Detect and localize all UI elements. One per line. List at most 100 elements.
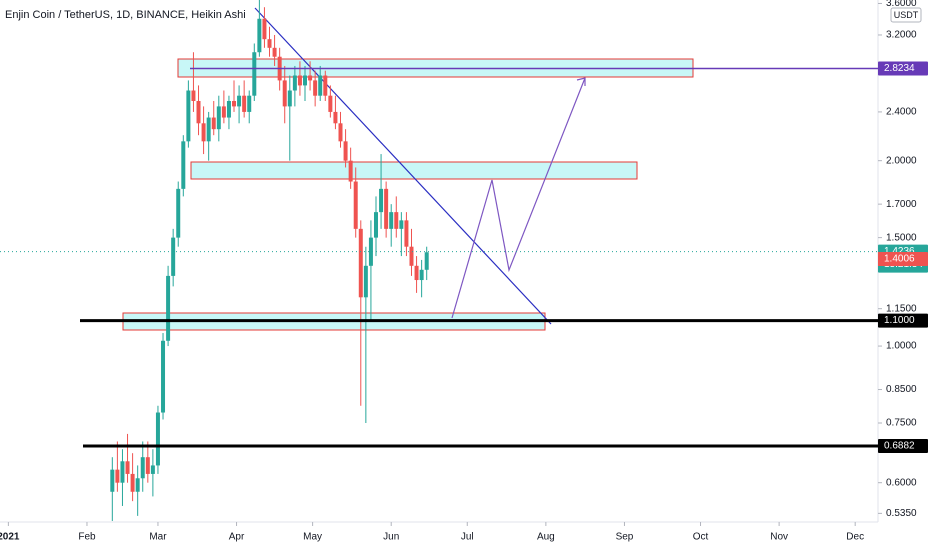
zone	[190, 161, 638, 180]
candle-body	[110, 469, 115, 492]
x-tick-label: Dec	[846, 532, 864, 543]
y-tick-label: 0.5350	[886, 508, 917, 519]
candle-body	[404, 220, 409, 247]
candle-body	[155, 412, 160, 466]
y-tick-label: 3.2000	[886, 30, 917, 41]
candle-body	[297, 75, 302, 86]
candle-body	[333, 111, 338, 124]
candle-body	[135, 478, 140, 492]
candle-body	[242, 95, 247, 112]
candle-body	[201, 123, 206, 142]
candle-body	[389, 212, 394, 229]
y-tick-label: 1.5000	[886, 232, 917, 243]
level-label-box	[878, 313, 928, 328]
candle-body	[409, 246, 414, 266]
arrow-head	[576, 77, 586, 86]
y-tick-label: 2.0000	[886, 155, 917, 166]
level-label: 0.6882	[884, 441, 915, 452]
candle-body	[384, 188, 389, 229]
candle-body	[379, 188, 384, 213]
currency-label: USDT	[894, 10, 919, 20]
candle-body	[353, 181, 358, 229]
y-tick-label: 1.7000	[886, 199, 917, 210]
bid-price-label: 1.4006	[884, 254, 915, 265]
candle-body	[247, 95, 252, 112]
candle-body	[176, 188, 181, 238]
y-tick-label: 0.7500	[886, 418, 917, 429]
candle-body	[318, 75, 323, 96]
candle-body	[272, 47, 277, 57]
candle-body	[140, 457, 145, 479]
candle-body	[115, 469, 120, 483]
level-label: 1.1000	[884, 315, 915, 326]
y-tick-label: 0.8500	[886, 384, 917, 395]
x-tick-label: Feb	[78, 532, 96, 543]
candle-body	[419, 269, 424, 281]
x-tick-label: Oct	[693, 532, 709, 543]
level-label-box	[878, 439, 928, 454]
candle-body	[323, 75, 328, 96]
x-tick-label: Aug	[537, 532, 555, 543]
candle-body	[313, 80, 318, 96]
candle-body	[308, 75, 313, 81]
candle-body	[262, 18, 267, 40]
candle-body	[338, 123, 343, 142]
y-tick-label: 2.4000	[886, 107, 917, 118]
candle-body	[399, 220, 404, 229]
y-tick-label: 1.1500	[886, 303, 917, 314]
candle-body	[125, 461, 130, 474]
candle-body	[171, 237, 176, 276]
candle-body	[394, 212, 399, 229]
y-tick-label: 0.6000	[886, 477, 917, 488]
candle-body	[373, 212, 378, 238]
candle-body	[145, 457, 150, 474]
candle-body	[343, 141, 348, 161]
candle-body	[221, 106, 226, 118]
candle-body	[424, 252, 429, 270]
trend-line	[254, 7, 552, 325]
candle-body	[282, 80, 287, 107]
candle-body	[358, 228, 363, 298]
candle-body	[161, 340, 166, 413]
candle-body	[368, 237, 373, 266]
candle-body	[196, 100, 201, 124]
x-tick-label: Nov	[770, 532, 788, 543]
level-label: 2.8234	[884, 63, 915, 74]
candle-body	[130, 473, 135, 492]
candle-body	[303, 75, 308, 86]
candle-body	[191, 90, 196, 101]
candle-body	[363, 265, 368, 298]
candle-body	[181, 141, 186, 189]
candle-body	[226, 100, 231, 118]
level-label-box	[878, 61, 928, 76]
candle-body	[120, 461, 125, 483]
candle-body	[186, 90, 191, 142]
candle-body	[211, 117, 216, 130]
candle-body	[348, 160, 353, 182]
x-tick-label: Jun	[383, 532, 399, 543]
chart-title: Enjin Coin / TetherUS, 1D, BINANCE, Heik…	[5, 9, 246, 21]
candle-body	[166, 275, 171, 341]
candles	[110, 0, 429, 521]
x-tick-label: Mar	[149, 532, 167, 543]
candle-body	[257, 18, 262, 53]
candle-body	[232, 100, 237, 107]
currency-box	[890, 7, 922, 23]
candle-body	[216, 106, 221, 130]
candle-body	[150, 465, 155, 474]
candle-body	[252, 52, 257, 96]
x-tick-label: 2021	[0, 532, 20, 543]
x-tick-label: Jul	[461, 532, 474, 543]
projection-path	[451, 77, 586, 319]
x-tick-label: Apr	[229, 532, 245, 543]
bid-price-label-box	[878, 251, 928, 266]
candle-body	[287, 90, 292, 107]
candle-body	[328, 95, 333, 112]
candle-body	[206, 117, 211, 142]
candle-body	[237, 95, 242, 107]
last-price-label: 1.4236	[884, 246, 915, 257]
candle-body	[414, 265, 419, 281]
x-tick-label: May	[303, 532, 322, 543]
